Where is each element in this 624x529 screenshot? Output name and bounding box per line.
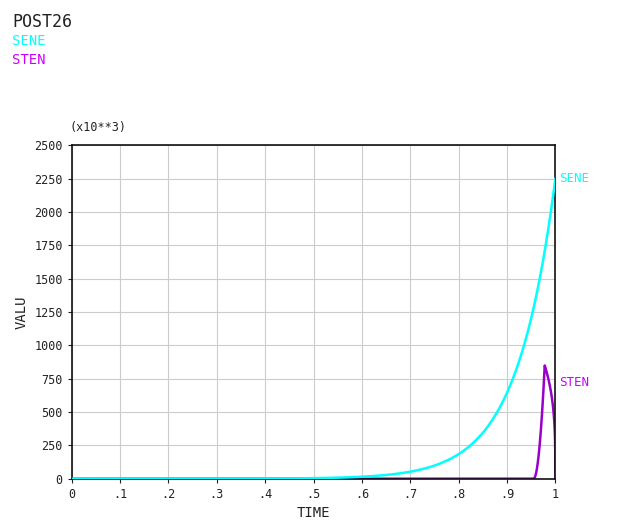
Text: SENE: SENE <box>12 34 46 48</box>
Y-axis label: VALU: VALU <box>15 295 29 329</box>
X-axis label: TIME: TIME <box>297 506 330 521</box>
Text: (x10**3): (x10**3) <box>69 121 126 134</box>
Text: STEN: STEN <box>560 376 590 389</box>
Text: POST26: POST26 <box>12 13 72 31</box>
Text: STEN: STEN <box>12 53 46 67</box>
Text: SENE: SENE <box>560 172 590 185</box>
